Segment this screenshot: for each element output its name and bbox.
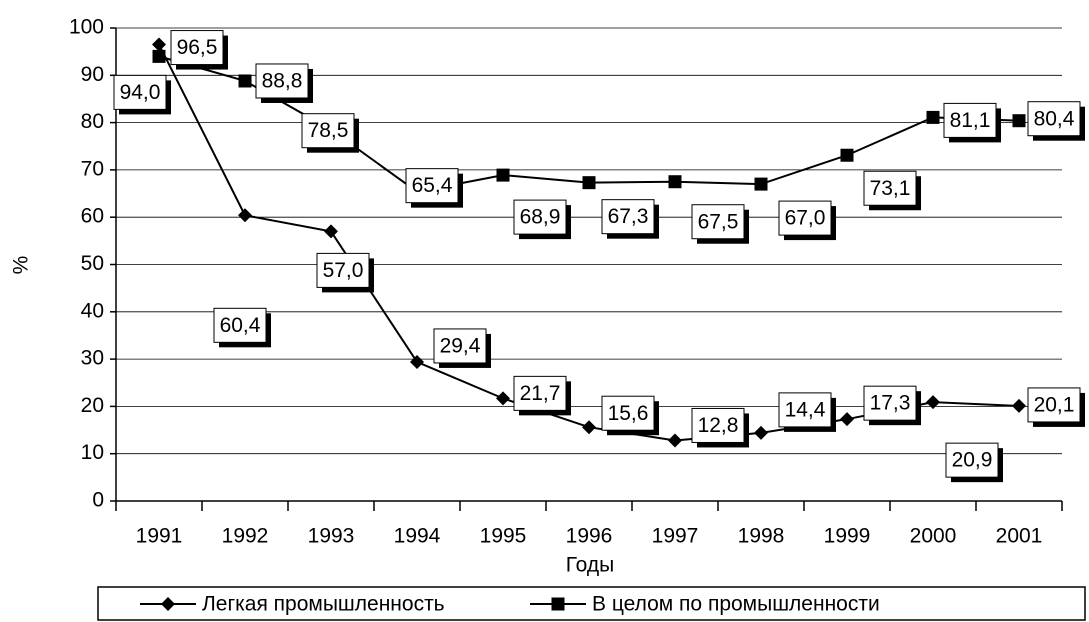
marker [152, 37, 166, 52]
marker [840, 412, 854, 427]
label-box [945, 442, 999, 478]
x-tick-label: 1991 [136, 525, 183, 548]
data-label: 81,1 [950, 109, 991, 132]
x-axis-title: Годы [566, 554, 615, 577]
label-box [1027, 387, 1081, 423]
y-tick-label: 0 [92, 489, 104, 512]
data-label: 73,1 [870, 177, 911, 200]
label-box [255, 63, 309, 99]
x-tick-label: 2001 [996, 525, 1043, 548]
label-box [405, 168, 459, 204]
data-label: 21,7 [520, 382, 561, 405]
label-box [863, 170, 917, 206]
x-tick-label: 1998 [738, 525, 785, 548]
y-tick-label: 60 [81, 205, 104, 228]
label-box [601, 395, 655, 431]
legend-marker [551, 597, 565, 611]
data-label: 12,8 [698, 414, 739, 437]
x-tick-label: 1993 [308, 525, 355, 548]
data-label: 96,5 [177, 36, 218, 59]
marker [754, 177, 768, 191]
x-tick-label: 1997 [652, 525, 699, 548]
x-tick-label: 2000 [910, 525, 957, 548]
label-box [316, 252, 370, 288]
marker [582, 176, 596, 190]
label-box [691, 407, 745, 443]
x-tick-label: 1994 [394, 525, 441, 548]
data-label: 57,0 [323, 259, 364, 282]
data-label: 68,9 [520, 206, 561, 229]
marker [496, 391, 510, 406]
data-label: 60,4 [220, 314, 261, 337]
label-box [691, 204, 745, 240]
x-tick-label: 1995 [480, 525, 527, 548]
data-label: 20,1 [1034, 393, 1075, 416]
label-box [301, 113, 355, 149]
x-tick-label: 1996 [566, 525, 613, 548]
data-label: 20,9 [952, 449, 993, 472]
label-box [778, 200, 832, 236]
marker [152, 49, 166, 63]
label-box [863, 385, 917, 421]
data-label: 94,0 [120, 81, 161, 104]
marker [582, 420, 596, 435]
marker [668, 433, 682, 448]
legend-label: Легкая промышленность [202, 593, 445, 616]
marker [754, 425, 768, 440]
data-label: 80,4 [1034, 107, 1075, 130]
label-box [513, 375, 567, 411]
marker [238, 208, 252, 223]
y-tick-label: 90 [81, 63, 104, 86]
marker [926, 395, 940, 410]
y-tick-label: 40 [81, 299, 104, 322]
y-axis-title: % [10, 256, 33, 275]
label-box [1027, 101, 1081, 137]
y-tick-label: 100 [69, 16, 104, 39]
marker [926, 110, 940, 124]
marker [1012, 114, 1026, 128]
x-tick-label: 1999 [824, 525, 871, 548]
y-tick-label: 30 [81, 347, 104, 370]
data-label: 88,8 [262, 70, 303, 93]
y-tick-label: 70 [81, 157, 104, 180]
label-box [778, 392, 832, 428]
data-label: 67,3 [608, 205, 649, 228]
label-box [513, 199, 567, 235]
series-line [158, 44, 1020, 442]
legend-marker [161, 597, 175, 611]
legend-label: В целом по промышленности [592, 593, 880, 616]
data-label: 17,3 [870, 392, 911, 415]
legend-box [97, 586, 1086, 621]
marker [840, 148, 854, 162]
label-box [113, 74, 167, 110]
data-label: 15,6 [608, 402, 649, 425]
marker [410, 354, 424, 369]
data-label: 14,4 [785, 398, 826, 421]
label-box [170, 30, 224, 66]
marker [324, 224, 338, 239]
marker [238, 74, 252, 88]
marker [1012, 398, 1026, 413]
data-label: 65,4 [412, 174, 453, 197]
y-tick-label: 10 [81, 441, 104, 464]
y-tick-label: 50 [81, 252, 104, 275]
label-box [943, 102, 997, 138]
label-box [601, 199, 655, 235]
label-box [433, 328, 487, 364]
data-label: 29,4 [440, 334, 481, 357]
marker [668, 175, 682, 189]
data-label: 67,5 [698, 210, 739, 233]
label-box [213, 307, 267, 343]
y-tick-label: 80 [81, 110, 104, 133]
x-tick-label: 1992 [222, 525, 269, 548]
marker [496, 168, 510, 182]
data-label: 67,0 [785, 207, 826, 230]
data-label: 78,5 [308, 119, 349, 142]
y-tick-label: 20 [81, 394, 104, 417]
